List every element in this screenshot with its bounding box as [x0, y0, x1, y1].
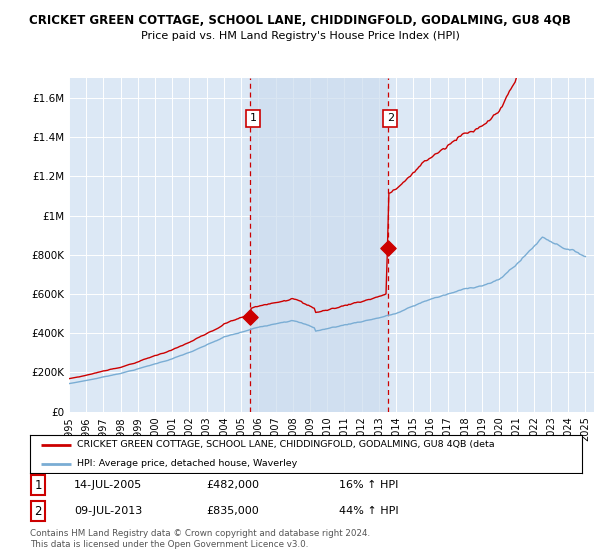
Text: Price paid vs. HM Land Registry's House Price Index (HPI): Price paid vs. HM Land Registry's House … [140, 31, 460, 41]
Text: CRICKET GREEN COTTAGE, SCHOOL LANE, CHIDDINGFOLD, GODALMING, GU8 4QB: CRICKET GREEN COTTAGE, SCHOOL LANE, CHID… [29, 14, 571, 27]
Text: 14-JUL-2005: 14-JUL-2005 [74, 480, 142, 490]
Text: 2: 2 [35, 505, 42, 518]
Text: 16% ↑ HPI: 16% ↑ HPI [339, 480, 398, 490]
Bar [250, 78, 388, 412]
Text: £835,000: £835,000 [206, 506, 259, 516]
Text: 09-JUL-2013: 09-JUL-2013 [74, 506, 142, 516]
Text: HPI: Average price, detached house, Waverley: HPI: Average price, detached house, Wave… [77, 459, 297, 468]
Text: 2: 2 [387, 113, 394, 123]
Text: 1: 1 [250, 113, 257, 123]
Point [383, 244, 392, 253]
Text: 1: 1 [35, 479, 42, 492]
Text: CRICKET GREEN COTTAGE, SCHOOL LANE, CHIDDINGFOLD, GODALMING, GU8 4QB (deta: CRICKET GREEN COTTAGE, SCHOOL LANE, CHID… [77, 440, 494, 449]
Text: Contains HM Land Registry data © Crown copyright and database right 2024.
This d: Contains HM Land Registry data © Crown c… [30, 529, 370, 549]
Point [245, 312, 255, 321]
Text: £482,000: £482,000 [206, 480, 260, 490]
Text: 44% ↑ HPI: 44% ↑ HPI [339, 506, 399, 516]
